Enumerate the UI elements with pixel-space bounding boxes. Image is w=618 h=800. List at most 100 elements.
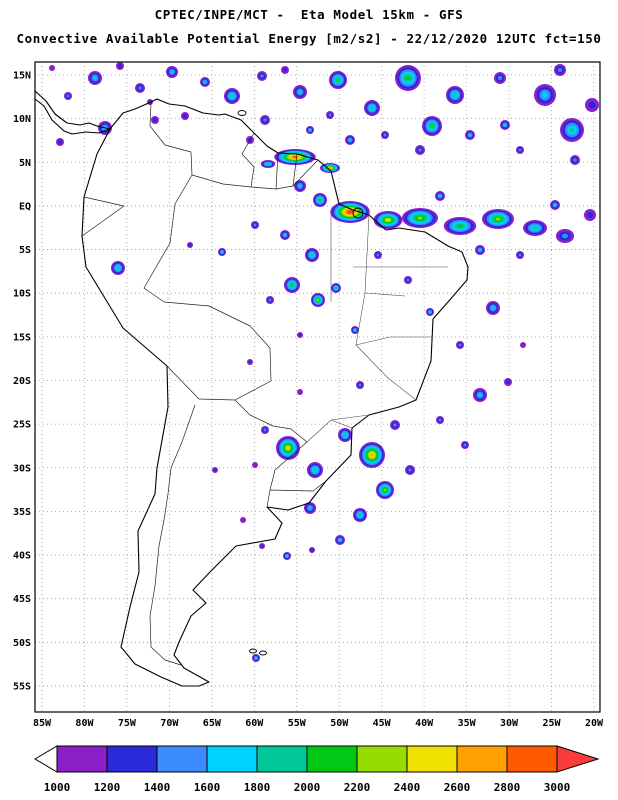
colorbar-level-label: 2800 [494, 781, 521, 794]
marajo-island [352, 207, 364, 219]
cape-shaded-area [463, 443, 467, 447]
colorbar-level-label: 1800 [244, 781, 271, 794]
cape-shaded-area [260, 74, 264, 78]
colorbar-level-label: 1000 [44, 781, 71, 794]
central-america-pacific-coast [34, 98, 111, 135]
cape-shaded-area [248, 360, 252, 364]
cape-shaded-area [298, 184, 302, 188]
colorbar-level-label: 1200 [94, 781, 121, 794]
page-subtitle: Convective Available Potential Energy [m… [16, 31, 602, 46]
lat-tick-label: 30S [13, 463, 31, 474]
cape-shaded-area [290, 283, 294, 287]
lat-tick-label: 20S [13, 376, 31, 387]
cape-shaded-area [406, 278, 410, 282]
lat-tick-label: 35S [13, 507, 31, 518]
map-frame [34, 61, 601, 713]
lat-tick-label: 25S [13, 420, 31, 431]
cape-shaded-area [58, 140, 62, 144]
colorbar-under-arrow [34, 745, 58, 773]
colorbar-over-arrow [556, 745, 600, 773]
cape-shaded-area [343, 433, 347, 437]
lon-tick-label: 40W [415, 718, 434, 729]
cape-shaded-area [358, 513, 362, 517]
lat-tick-label: 10N [13, 114, 31, 125]
lat-tick-label: 45S [13, 594, 31, 605]
cape-shaded-area [430, 124, 434, 128]
cape-shaded-area [230, 94, 234, 98]
colorbar-level-label: 1400 [144, 781, 171, 794]
cape-shaded-area [203, 80, 207, 84]
lat-tick-label: EQ [19, 201, 31, 212]
cape-shaded-area [260, 544, 264, 548]
lat-tick-label: 5S [19, 245, 31, 256]
cape-shaded-area [506, 380, 510, 384]
cape-shaded-area [383, 488, 387, 492]
colorbar-segment [356, 745, 408, 773]
cape-shaded-area [457, 224, 463, 228]
cape-shaded-area [408, 468, 412, 472]
cape-shaded-area [370, 453, 374, 457]
cape-shaded-area [358, 383, 362, 387]
cape-shaded-area [417, 216, 423, 220]
lat-tick-label: 55S [13, 681, 31, 692]
cape-shaded-area [93, 76, 97, 80]
cape-shaded-area [438, 194, 442, 198]
cape-shaded-area [478, 248, 482, 252]
cape-shaded-area [495, 217, 501, 221]
lon-tick-label: 25W [542, 718, 561, 729]
cape-shaded-area [587, 212, 593, 218]
colorbar-level-label: 1600 [194, 781, 221, 794]
colorbar-segment [506, 745, 558, 773]
cape-shaded-area [561, 233, 569, 239]
cape-shaded-area [328, 166, 332, 170]
cape-shaded-area [318, 198, 322, 202]
falkland-island-east [259, 650, 267, 656]
cape-shaded-area [66, 94, 70, 98]
cape-shaded-area [518, 253, 522, 257]
cape-shaded-area [310, 548, 314, 552]
cape-shaded-area [348, 138, 352, 142]
cape-shaded-area [316, 298, 320, 302]
lat-tick-label: 15N [13, 71, 31, 82]
cape-shaded-area [520, 342, 526, 348]
cape-shaded-area [573, 158, 577, 162]
cape-shaded-area [336, 78, 340, 82]
geography-layer [34, 90, 469, 687]
cape-shaded-area [542, 92, 548, 98]
lon-tick-label: 80W [75, 718, 94, 729]
state-borders [306, 214, 448, 443]
cape-shaded-area [569, 127, 575, 133]
colorbar-level-label: 2400 [394, 781, 421, 794]
cape-shaded-area [254, 656, 258, 660]
colorbar-segment [306, 745, 358, 773]
lat-tick-label: 10S [13, 289, 31, 300]
cape-shaded-area [458, 343, 462, 347]
cape-shaded-area [170, 70, 174, 74]
cape-shaded-area [393, 423, 397, 427]
cape-shaded-area [285, 554, 289, 558]
cape-shaded-area [283, 233, 287, 237]
colorbar-segment [156, 745, 208, 773]
lat-tick-label: 50S [13, 638, 31, 649]
cape-shaded-area [286, 446, 290, 450]
colorbar: 1000 1200 1400 1600 1800 2000 2200 2400 2600 2800… [34, 745, 600, 794]
cape-shaded-area [353, 328, 357, 332]
colorbar-level-label: 2600 [444, 781, 471, 794]
cape-shaded-area [313, 468, 317, 472]
colorbar-segment [106, 745, 158, 773]
cape-shaded-area [478, 393, 482, 397]
cape-shaded-area [428, 310, 432, 314]
cape-shaded-area [418, 148, 422, 152]
lon-tick-label: 65W [203, 718, 222, 729]
colorbar-segment [256, 745, 308, 773]
cape-shaded-area [310, 253, 314, 257]
colorbar-segment [456, 745, 508, 773]
cape-shaded-area [252, 462, 258, 468]
cape-shaded-area [370, 106, 374, 110]
cape-shaded-area [491, 306, 495, 310]
cape-shaded-area [183, 114, 187, 118]
cape-shaded-area [266, 162, 270, 166]
cape-shaded-area [503, 123, 507, 127]
cape-shaded-area [453, 93, 457, 97]
